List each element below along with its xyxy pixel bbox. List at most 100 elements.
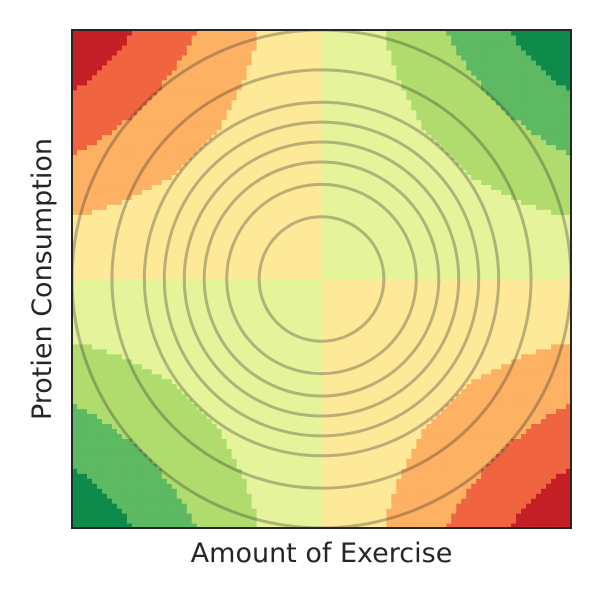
contour-cell — [241, 448, 248, 454]
contour-cell — [76, 508, 83, 514]
contour-cell — [211, 129, 218, 136]
contour-cell — [91, 293, 98, 300]
contour-cell — [161, 39, 168, 46]
contour-cell — [141, 249, 148, 255]
contour-cell — [76, 298, 83, 305]
contour-cell — [136, 503, 143, 509]
contour-cell — [101, 383, 108, 390]
contour-cell — [146, 428, 153, 434]
contour-cell — [296, 443, 303, 449]
contour-cell — [256, 154, 263, 161]
contour-cell — [241, 174, 248, 180]
contour-cell — [206, 194, 213, 200]
contour-cell — [211, 144, 218, 151]
contour-cell — [116, 119, 123, 126]
contour-cell — [126, 318, 133, 325]
contour-cell — [86, 94, 93, 101]
contour-cell — [151, 30, 158, 36]
contour-cell — [126, 214, 133, 220]
contour-cell — [171, 164, 178, 171]
contour-cell — [216, 79, 223, 86]
contour-cell — [216, 209, 223, 215]
contour-cell — [131, 353, 138, 360]
contour-cell — [101, 473, 108, 479]
contour-cell — [166, 249, 173, 255]
contour-cell — [116, 239, 123, 245]
contour-cell — [286, 154, 293, 161]
contour-cell — [106, 433, 113, 439]
contour-cell — [161, 49, 168, 56]
contour-cell — [176, 498, 183, 504]
contour-cell — [166, 159, 173, 166]
contour-cell — [276, 249, 283, 255]
contour-cell — [291, 468, 298, 474]
contour-cell — [236, 523, 243, 528]
contour-cell — [141, 79, 148, 86]
contour-cell — [201, 303, 208, 310]
contour-cell — [86, 448, 93, 454]
contour-cell — [291, 49, 298, 56]
contour-cell — [191, 239, 198, 245]
contour-cell — [266, 423, 273, 429]
contour-cell — [121, 368, 128, 375]
contour-cell — [236, 403, 243, 410]
contour-cell — [291, 234, 298, 240]
contour-cell — [171, 313, 178, 320]
contour-cell — [191, 189, 198, 195]
contour-cell — [81, 468, 88, 474]
contour-cell — [276, 288, 283, 295]
contour-cell — [81, 239, 88, 245]
contour-cell — [106, 64, 113, 71]
contour-cell — [151, 463, 158, 469]
contour-cell — [116, 393, 123, 400]
contour-cell — [111, 448, 118, 454]
contour-cell — [236, 508, 243, 514]
contour-cell — [181, 498, 188, 504]
contour-cell — [126, 39, 133, 46]
contour-cell — [136, 298, 143, 305]
contour-cell — [101, 508, 108, 514]
contour-cell — [81, 134, 88, 141]
contour-cell — [241, 104, 248, 111]
contour-cell — [146, 264, 153, 270]
contour-cell — [271, 288, 278, 295]
contour-cell — [181, 254, 188, 260]
contour-cell — [191, 483, 198, 489]
contour-cell — [156, 403, 163, 410]
contour-cell — [226, 443, 233, 449]
contour-cell — [141, 49, 148, 56]
contour-cell — [141, 254, 148, 260]
contour-cell — [121, 498, 128, 504]
contour-cell — [161, 214, 168, 220]
contour-cell — [176, 433, 183, 439]
contour-cell — [101, 94, 108, 101]
contour-cell — [276, 433, 283, 439]
contour-cell — [281, 323, 288, 330]
contour-cell — [211, 184, 218, 190]
contour-cell — [226, 283, 233, 290]
contour-cell — [86, 159, 93, 166]
contour-cell — [111, 44, 118, 51]
contour-cell — [166, 428, 173, 434]
contour-cell — [251, 288, 258, 295]
contour-cell — [241, 214, 248, 220]
contour-cell — [246, 423, 253, 429]
contour-cell — [176, 413, 183, 420]
contour-cell — [131, 69, 138, 76]
contour-cell — [131, 199, 138, 205]
contour-cell — [211, 264, 218, 270]
contour-cell — [161, 448, 168, 454]
contour-cell — [216, 119, 223, 126]
contour-cell — [171, 264, 178, 270]
contour-cell — [156, 508, 163, 514]
contour-cell — [246, 79, 253, 86]
contour-cell — [171, 453, 178, 459]
contour-cell — [266, 214, 273, 220]
contour-cell — [72, 269, 78, 275]
contour-cell — [136, 453, 143, 459]
contour-cell — [231, 283, 238, 290]
contour-cell — [116, 274, 123, 280]
contour-cell — [216, 443, 223, 449]
contour-cell — [261, 408, 268, 415]
contour-cell — [186, 408, 193, 415]
